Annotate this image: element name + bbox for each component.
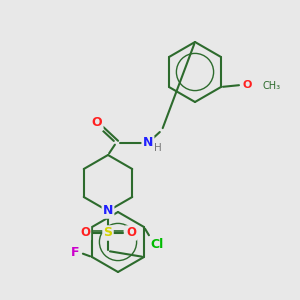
Text: O: O — [80, 226, 90, 239]
Text: Cl: Cl — [150, 238, 164, 250]
Text: N: N — [143, 136, 153, 149]
Text: O: O — [126, 226, 136, 239]
Text: N: N — [103, 205, 113, 218]
Text: CH₃: CH₃ — [263, 81, 281, 91]
Text: F: F — [71, 245, 79, 259]
Text: H: H — [154, 143, 162, 153]
Text: S: S — [103, 226, 112, 239]
Text: O: O — [92, 116, 102, 130]
Text: O: O — [242, 80, 252, 90]
